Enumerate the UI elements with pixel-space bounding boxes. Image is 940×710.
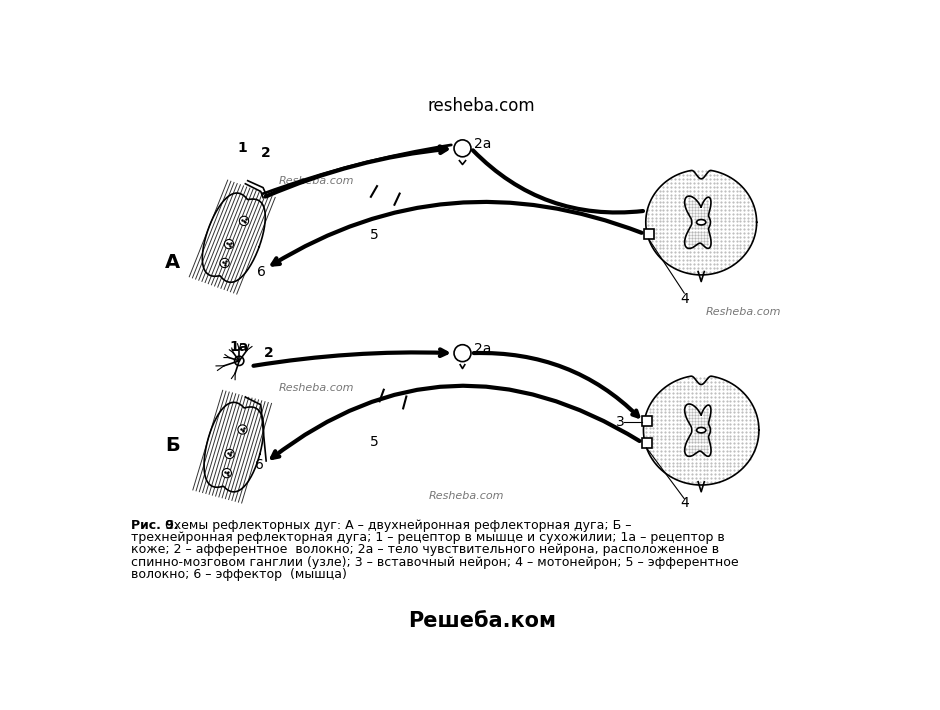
Text: Схемы рефлекторных дуг: A – двухнейронная рефлекторная дуга; Б –: Схемы рефлекторных дуг: A – двухнейронна… xyxy=(161,519,631,532)
Text: Решеба.ком: Решеба.ком xyxy=(408,611,556,631)
Text: 2a: 2a xyxy=(474,138,492,151)
Text: 4: 4 xyxy=(680,293,689,306)
Circle shape xyxy=(240,217,249,226)
Polygon shape xyxy=(644,376,759,485)
Polygon shape xyxy=(684,196,711,248)
Text: 2: 2 xyxy=(263,346,274,360)
Text: A: A xyxy=(164,253,180,272)
Text: 1a: 1a xyxy=(229,340,249,354)
Text: Resheba.com: Resheba.com xyxy=(706,307,781,317)
Text: Resheba.com: Resheba.com xyxy=(278,383,354,393)
Ellipse shape xyxy=(697,219,706,225)
Circle shape xyxy=(454,344,471,361)
Text: волокно; 6 – эффектор  (мышца): волокно; 6 – эффектор (мышца) xyxy=(132,568,347,581)
Polygon shape xyxy=(646,170,757,275)
FancyBboxPatch shape xyxy=(642,438,652,448)
Circle shape xyxy=(220,258,229,268)
Text: коже; 2 – афферентное  волокно; 2а – тело чувствительного нейрона, расположенное: коже; 2 – афферентное волокно; 2а – тело… xyxy=(132,543,719,557)
Text: 6: 6 xyxy=(257,266,266,279)
Ellipse shape xyxy=(697,427,706,433)
Polygon shape xyxy=(202,193,265,283)
Circle shape xyxy=(225,239,234,248)
Polygon shape xyxy=(462,157,466,163)
Circle shape xyxy=(235,356,243,366)
Text: Б: Б xyxy=(164,436,180,455)
FancyBboxPatch shape xyxy=(642,416,652,426)
Polygon shape xyxy=(684,404,711,457)
Text: 6: 6 xyxy=(255,458,263,472)
Text: Resheba.com: Resheba.com xyxy=(429,491,504,501)
Text: спинно-мозговом ганглии (узле); 3 – вставочный нейрон; 4 – мотонейрон; 5 – эффер: спинно-мозговом ганглии (узле); 3 – вста… xyxy=(132,556,739,569)
Text: 4: 4 xyxy=(680,496,689,510)
Text: 2: 2 xyxy=(261,146,271,160)
Circle shape xyxy=(238,425,247,434)
Text: Resheba.com: Resheba.com xyxy=(278,177,354,187)
Circle shape xyxy=(454,140,471,157)
Text: resheba.com: resheba.com xyxy=(428,97,536,115)
Circle shape xyxy=(222,469,231,478)
Text: Рис. 9.: Рис. 9. xyxy=(132,519,179,532)
Text: 1: 1 xyxy=(238,141,247,155)
Text: 5: 5 xyxy=(369,435,378,449)
Text: 5: 5 xyxy=(369,229,378,242)
Text: 2a: 2a xyxy=(474,342,492,356)
Text: трехнейронная рефлекторная дуга; 1 – рецептор в мышце и сухожилии; 1а – рецептор: трехнейронная рефлекторная дуга; 1 – рец… xyxy=(132,531,725,544)
FancyBboxPatch shape xyxy=(644,229,654,239)
Text: 3: 3 xyxy=(616,415,624,429)
Polygon shape xyxy=(204,403,263,492)
Circle shape xyxy=(225,449,234,459)
